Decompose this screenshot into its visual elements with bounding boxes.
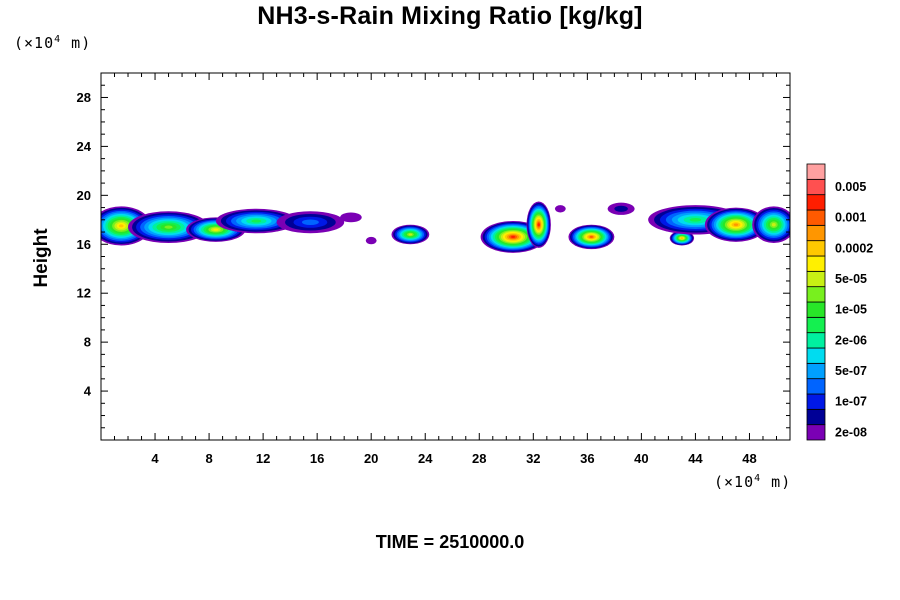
colorbar: 2e-08 1e-07 5e-07 2e-06 1e-05 5e-05 0.0002 0.00… bbox=[806, 163, 873, 441]
y-axis-unit: (×104 m) bbox=[14, 34, 91, 52]
time-label: TIME = 2510000.0 bbox=[375, 532, 525, 552]
x-tick-label: 20 bbox=[364, 451, 378, 466]
y-tick-label: 24 bbox=[77, 139, 92, 154]
x-tick-label: 40 bbox=[634, 451, 648, 466]
colorbar-swatch bbox=[806, 270, 826, 288]
colorbar-label: 0.005 bbox=[835, 180, 866, 194]
colorbar-swatch bbox=[806, 316, 826, 334]
contour-band bbox=[251, 219, 262, 223]
x-axis-unit: (×104 m) bbox=[714, 473, 791, 491]
y-unit-suffix: m) bbox=[61, 34, 92, 52]
colorbar-label: 0.0002 bbox=[835, 241, 873, 255]
y-tick-label: 4 bbox=[84, 384, 92, 399]
contour-band bbox=[680, 237, 684, 240]
colorbar-label: 5e-07 bbox=[835, 364, 867, 378]
x-tick-label: 24 bbox=[418, 451, 433, 466]
colorbar-swatch bbox=[806, 332, 826, 349]
chart-title: NH3-s-Rain Mixing Ratio [kg/kg] bbox=[257, 2, 643, 30]
y-tick-label: 16 bbox=[77, 237, 91, 252]
contour-band bbox=[537, 223, 540, 227]
x-unit-suffix: m) bbox=[761, 473, 792, 491]
x-tick-label: 44 bbox=[688, 451, 703, 466]
colorbar-label: 5e-05 bbox=[835, 272, 867, 286]
colorbar-label: 2e-06 bbox=[835, 333, 867, 347]
contour-band bbox=[164, 225, 173, 229]
colorbar-swatch bbox=[806, 224, 826, 242]
x-tick-label: 32 bbox=[526, 451, 540, 466]
contour-band bbox=[118, 224, 124, 228]
x-tick-label: 12 bbox=[256, 451, 270, 466]
colorbar-swatch bbox=[806, 347, 826, 364]
contour-band bbox=[340, 212, 362, 223]
colorbar-swatch bbox=[806, 255, 826, 272]
contour-band bbox=[408, 233, 413, 236]
colorbar-swatch bbox=[806, 194, 826, 211]
contour-band bbox=[589, 235, 593, 238]
colorbar-swatch bbox=[806, 286, 826, 303]
x-tick-label: 36 bbox=[580, 451, 594, 466]
contour-band bbox=[213, 228, 219, 231]
x-unit-prefix: (×10 bbox=[714, 473, 755, 491]
x-tick-label: 4 bbox=[151, 451, 159, 466]
contour-band bbox=[365, 236, 377, 245]
contour-field bbox=[101, 201, 790, 253]
x-tick-label: 16 bbox=[310, 451, 324, 466]
contour-band bbox=[733, 223, 739, 226]
colorbar-swatch bbox=[806, 301, 826, 318]
contour-band bbox=[301, 219, 319, 225]
x-unit-exponent: 4 bbox=[754, 473, 762, 484]
colorbar-swatch bbox=[806, 240, 826, 257]
y-tick-label: 28 bbox=[77, 90, 91, 105]
contour-band bbox=[511, 235, 516, 238]
colorbar-swatch bbox=[806, 424, 826, 441]
colorbar-swatch bbox=[806, 163, 826, 180]
contour-band bbox=[614, 205, 628, 212]
y-unit-prefix: (×10 bbox=[14, 34, 55, 52]
colorbar-swatch bbox=[806, 408, 826, 426]
colorbar-label: 0.001 bbox=[835, 211, 866, 225]
colorbar-swatch bbox=[806, 209, 826, 226]
y-tick-label: 20 bbox=[77, 188, 91, 203]
colorbar-label: 1e-07 bbox=[835, 395, 867, 409]
y-unit-exponent: 4 bbox=[54, 34, 62, 45]
x-tick-label: 28 bbox=[472, 451, 486, 466]
colorbar-swatch bbox=[806, 178, 826, 196]
y-tick-label: 12 bbox=[77, 286, 91, 301]
colorbar-swatch bbox=[806, 362, 826, 380]
colorbar-swatch bbox=[806, 378, 826, 395]
x-tick-label: 8 bbox=[205, 451, 212, 466]
x-tick-label: 48 bbox=[742, 451, 756, 466]
y-tick-label: 8 bbox=[84, 335, 91, 350]
plot-area bbox=[101, 73, 790, 440]
colorbar-label: 2e-08 bbox=[835, 425, 867, 439]
contour-band bbox=[689, 217, 702, 222]
contour-band bbox=[554, 205, 566, 213]
colorbar-label: 1e-05 bbox=[835, 303, 867, 317]
contour-band bbox=[771, 223, 776, 227]
colorbar-swatch bbox=[806, 393, 826, 410]
